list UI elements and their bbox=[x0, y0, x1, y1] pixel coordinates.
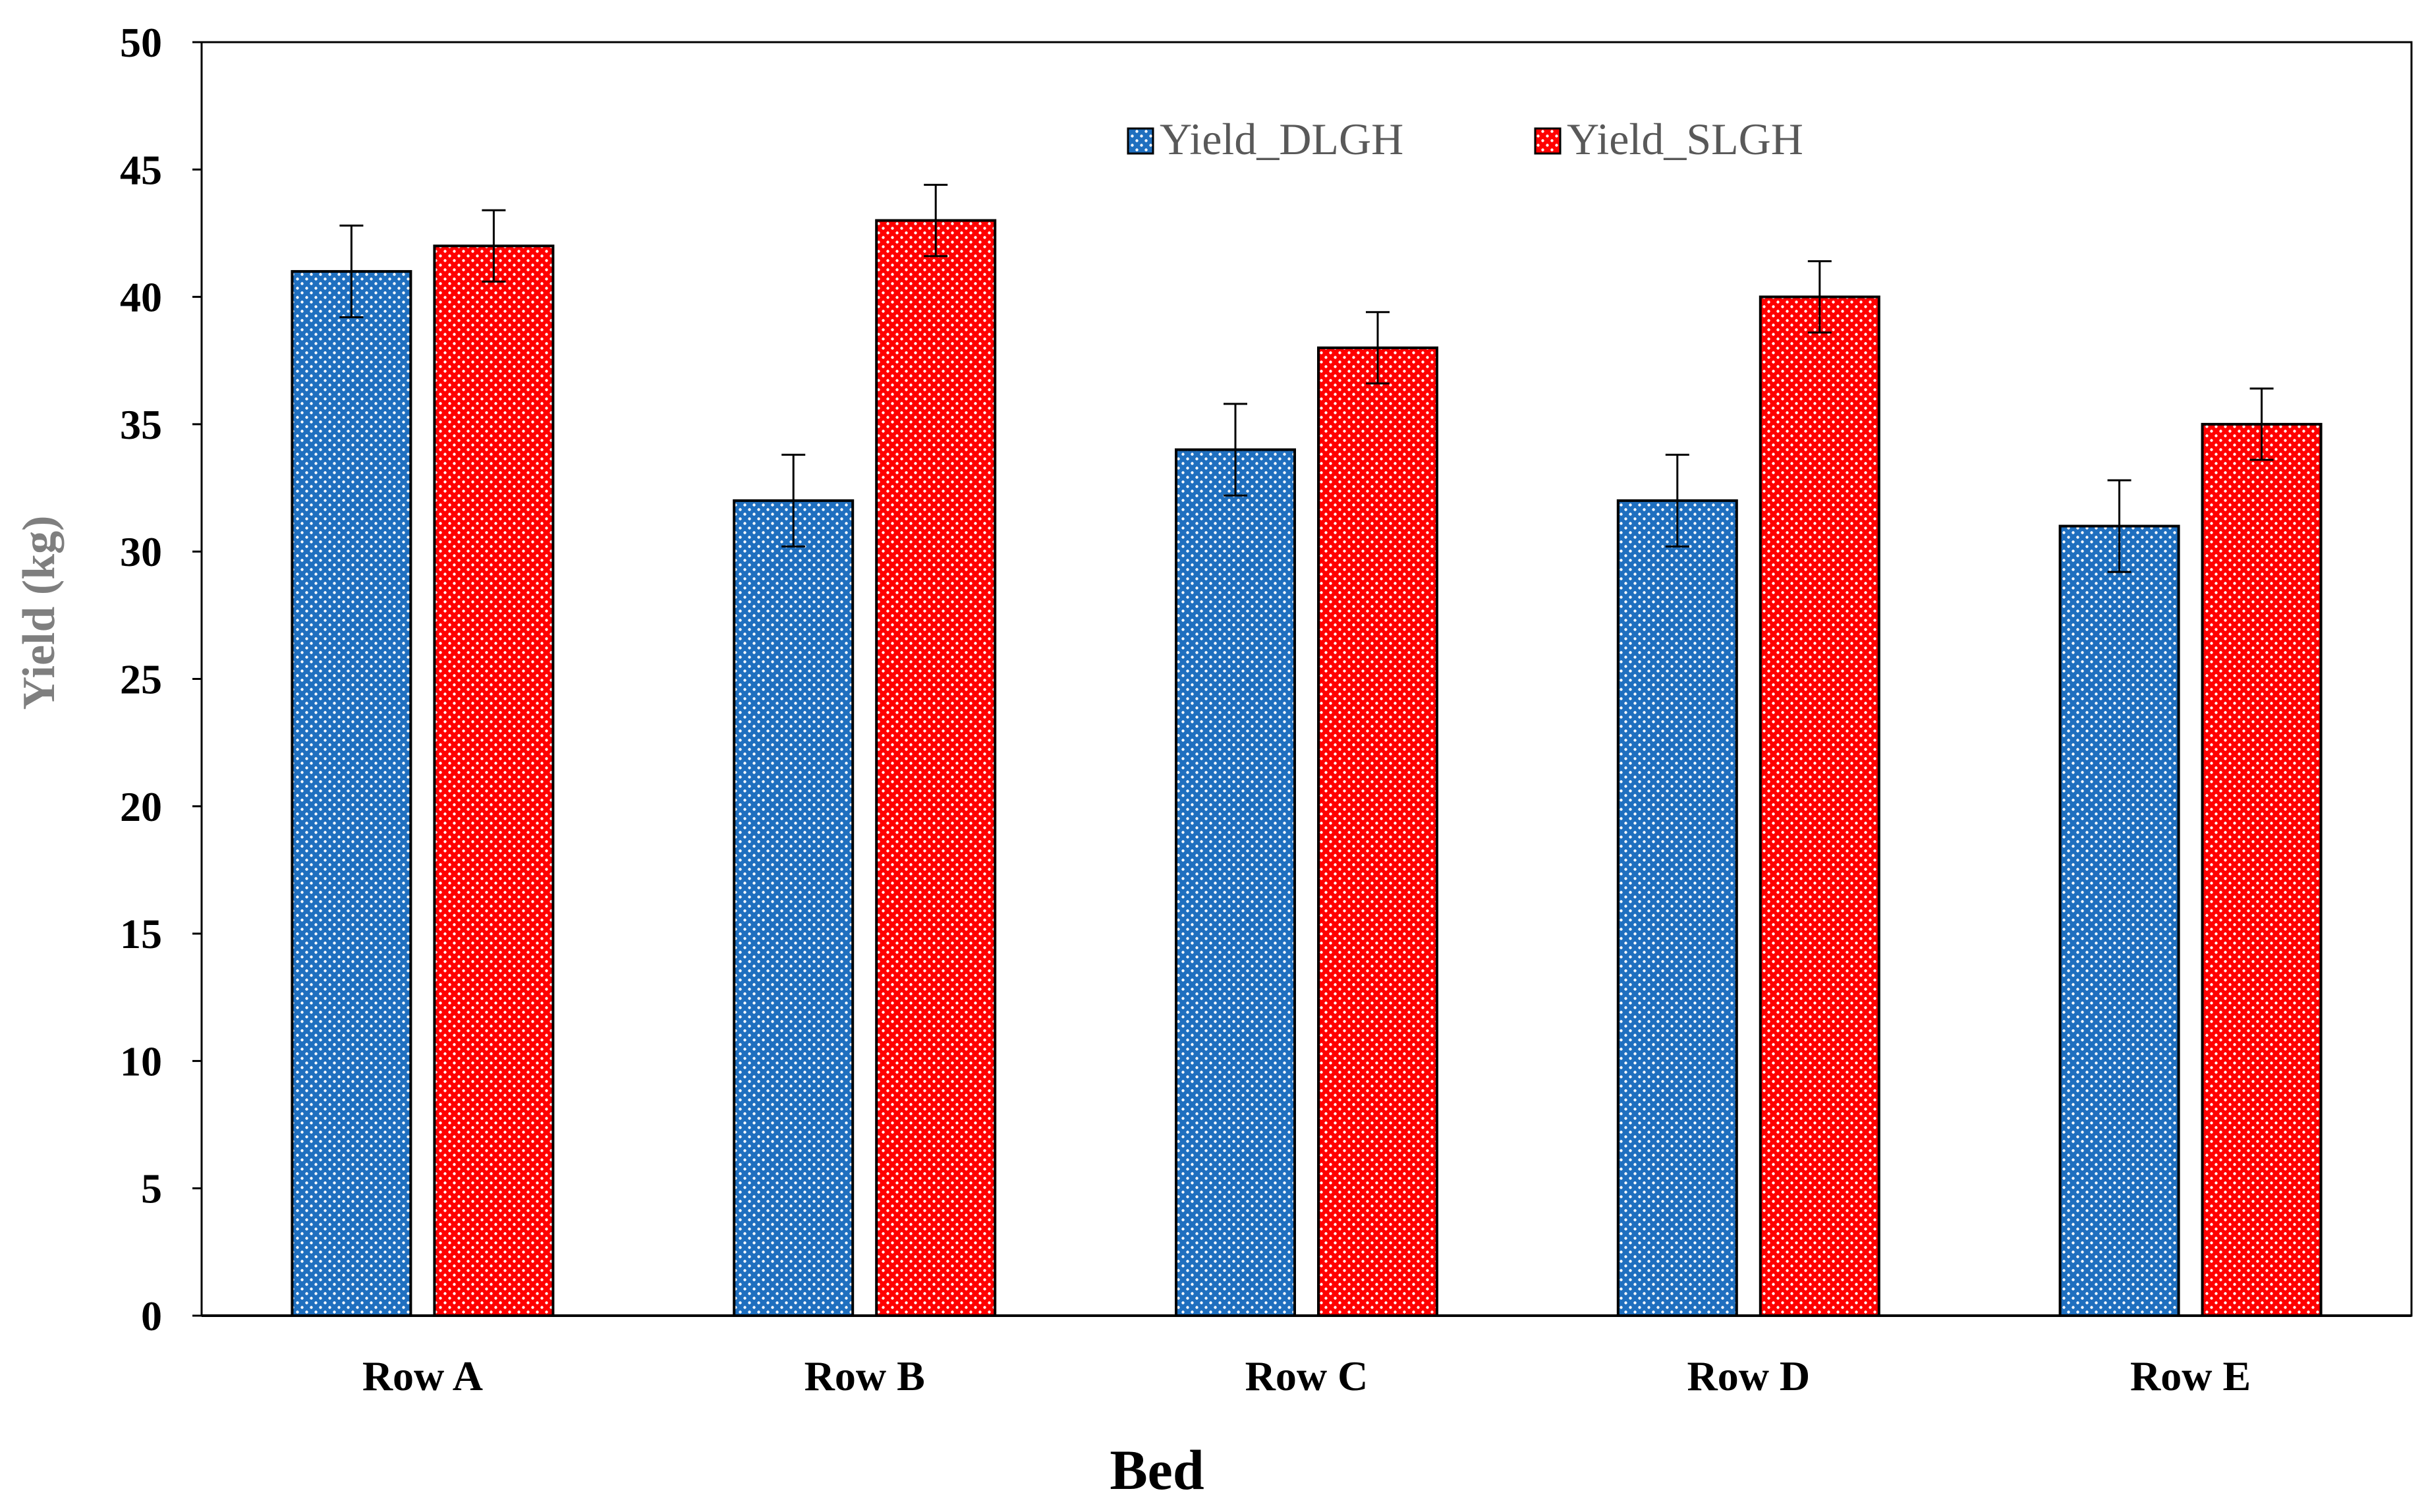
x-category-label: Row C bbox=[1245, 1353, 1368, 1399]
bar-yield-dlgh-row-e bbox=[2058, 524, 2180, 1317]
legend-label-dlgh: Yield_DLGH bbox=[1160, 114, 1403, 164]
bar-yield-slgh-row-d bbox=[1759, 295, 1880, 1318]
legend-label-slgh: Yield_SLGH bbox=[1567, 114, 1803, 164]
y-tick-label: 20 bbox=[120, 783, 162, 830]
x-category-label: Row A bbox=[362, 1353, 483, 1399]
y-tick-label: 30 bbox=[120, 528, 162, 575]
y-tick-label: 45 bbox=[120, 146, 162, 193]
legend-swatch-dlgh bbox=[1127, 127, 1154, 155]
x-axis-title: Bed bbox=[1110, 1438, 1204, 1501]
y-tick-label: 35 bbox=[120, 401, 162, 448]
y-axis-ticks: 0 5 10 15 20 25 30 35 40 45 50 bbox=[120, 19, 202, 1339]
bar-yield-slgh-row-e bbox=[2201, 422, 2323, 1317]
y-axis-title: Yield (kg) bbox=[14, 516, 65, 710]
y-tick-label: 40 bbox=[120, 274, 162, 321]
bar-yield-dlgh-row-c bbox=[1175, 448, 1296, 1317]
y-tick-label: 15 bbox=[120, 910, 162, 957]
bar-yield-dlgh-row-b bbox=[733, 499, 855, 1317]
x-category-label: Row E bbox=[2130, 1353, 2251, 1399]
bar-yield-slgh-row-a bbox=[433, 244, 555, 1317]
y-tick-label: 5 bbox=[141, 1165, 162, 1212]
x-category-label: Row B bbox=[804, 1353, 925, 1399]
y-tick-label: 10 bbox=[120, 1038, 162, 1084]
error-bars-group bbox=[339, 183, 2274, 573]
bars-group bbox=[291, 219, 2323, 1318]
y-tick-label: 25 bbox=[120, 656, 162, 703]
legend-swatch-slgh bbox=[1534, 127, 1562, 155]
x-axis-categories: Row A Row B Row C Row D Row E bbox=[362, 1353, 2251, 1399]
bar-yield-dlgh-row-d bbox=[1616, 499, 1738, 1317]
y-tick-label: 0 bbox=[141, 1293, 162, 1339]
bar-yield-dlgh-row-a bbox=[291, 269, 412, 1318]
bar-yield-slgh-row-b bbox=[875, 219, 997, 1317]
legend: Yield_DLGH Yield_SLGH bbox=[1127, 114, 1803, 164]
y-tick-label: 50 bbox=[120, 19, 162, 66]
bar-yield-slgh-row-c bbox=[1317, 346, 1438, 1317]
x-category-label: Row D bbox=[1687, 1353, 1810, 1399]
